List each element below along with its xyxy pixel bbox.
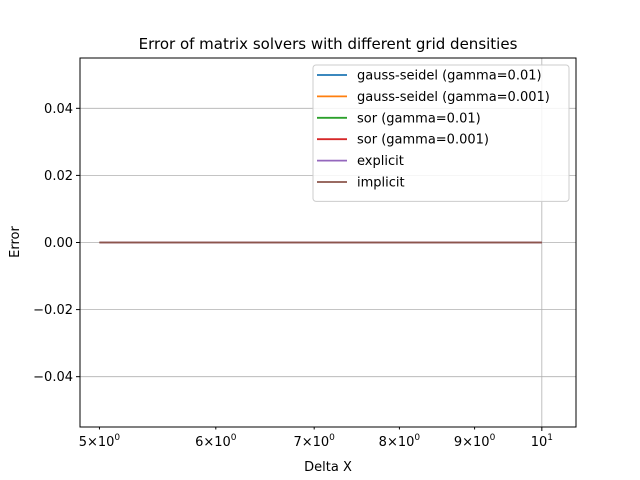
y-tick-label: −0.04 (33, 370, 73, 385)
x-tick-label: 8×100 (379, 433, 421, 450)
chart-title: Error of matrix solvers with different g… (139, 35, 518, 53)
legend-label: gauss-seidel (gamma=0.01) (357, 69, 542, 84)
x-tick-label: 7×100 (293, 433, 335, 450)
x-tick-label: 101 (531, 433, 553, 450)
legend-label: gauss-seidel (gamma=0.001) (357, 90, 550, 105)
legend: gauss-seidel (gamma=0.01) gauss-seidel (g… (312, 64, 570, 202)
y-axis-label: Error (8, 226, 23, 258)
y-tick-label: 0.00 (44, 236, 73, 251)
x-axis-label: Delta X (304, 460, 352, 475)
axis-ticks: 0.04 0.02 0.00 −0.02 −0.04 5×100 6×100 7×100 8×1… (33, 102, 553, 450)
legend-label: implicit (357, 176, 405, 191)
legend-box (312, 64, 570, 202)
legend-label: sor (gamma=0.001) (357, 133, 489, 148)
x-tick-label: 6×100 (195, 433, 237, 450)
x-tick-label: 9×100 (454, 433, 496, 450)
y-tick-label: −0.02 (33, 303, 73, 318)
legend-label: sor (gamma=0.01) (357, 111, 481, 126)
legend-label: explicit (357, 154, 404, 169)
x-tick-label: 5×100 (79, 433, 121, 450)
y-tick-label: 0.04 (44, 102, 73, 117)
y-tick-label: 0.02 (44, 169, 73, 184)
